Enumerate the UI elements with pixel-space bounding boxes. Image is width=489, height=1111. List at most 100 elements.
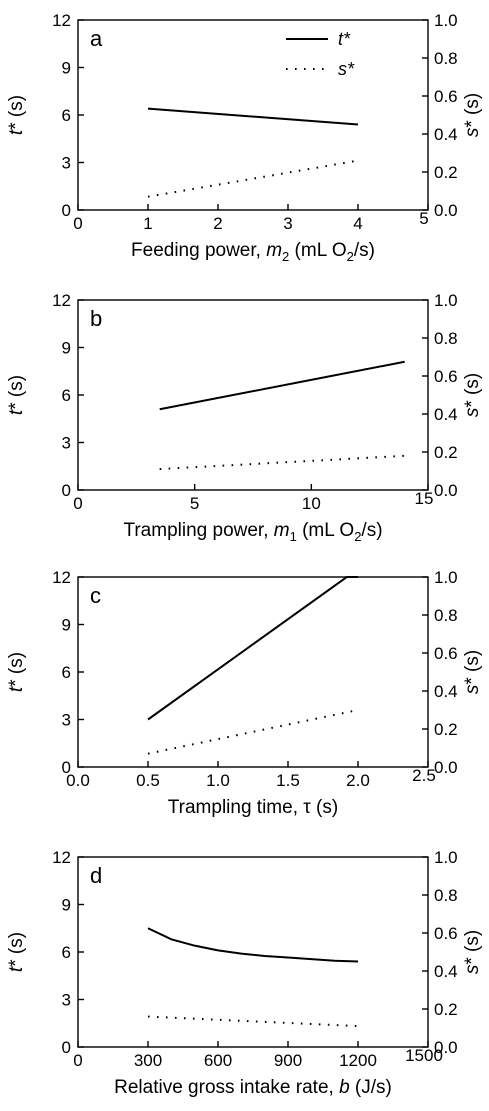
y-right-tick-label: 0.8 xyxy=(434,49,458,68)
x-axis-label: Relative gross intake rate, b (J/s) xyxy=(114,1077,392,1098)
series-line-s-star xyxy=(159,454,405,471)
y-left-tick-label: 0 xyxy=(62,1038,71,1057)
y-right-axis-label: s* (s) xyxy=(462,93,483,137)
y-right-tick-label: 0.4 xyxy=(434,405,458,424)
x-tick-label: 600 xyxy=(204,1051,232,1070)
y-left-tick-label: 9 xyxy=(62,59,71,78)
y-left-tick-label: 6 xyxy=(62,386,71,405)
y-right-tick-label: 1.0 xyxy=(434,11,458,30)
x-tick-label: 0 xyxy=(73,214,82,233)
y-left-axis-label: t* (s) xyxy=(6,932,27,972)
y-left-tick-label: 9 xyxy=(62,616,71,635)
y-left-tick-label: 12 xyxy=(52,11,71,30)
y-left-axis-label: t* (s) xyxy=(6,652,27,692)
y-right-tick-label: 0.4 xyxy=(434,125,458,144)
y-right-tick-label: 0.6 xyxy=(434,87,458,106)
x-tick-label: 1500 xyxy=(405,1046,443,1065)
y-left-tick-label: 3 xyxy=(62,434,71,453)
x-tick-label: 2.5 xyxy=(412,766,436,785)
y-right-tick-label: 0.6 xyxy=(434,367,458,386)
series-line-t-star xyxy=(147,576,358,721)
series-line-t-star xyxy=(159,360,405,411)
x-tick-label: 3 xyxy=(283,214,292,233)
y-left-tick-label: 9 xyxy=(62,339,71,358)
y-left-axis-label: t* (s) xyxy=(6,375,27,415)
y-left-tick-label: 6 xyxy=(62,663,71,682)
y-left-tick-label: 0 xyxy=(62,481,71,500)
x-tick-label: 0 xyxy=(73,1051,82,1070)
plot-frame xyxy=(77,576,429,768)
plot-frame xyxy=(77,856,429,1048)
x-tick-label: 1.0 xyxy=(206,771,230,790)
panel-letter: a xyxy=(90,26,103,51)
y-left-tick-label: 3 xyxy=(62,991,71,1010)
y-right-tick-label: 0.8 xyxy=(434,329,458,348)
y-right-axis-label: s* (s) xyxy=(462,373,483,417)
x-tick-label: 0.5 xyxy=(136,771,160,790)
x-tick-label: 900 xyxy=(274,1051,302,1070)
legend-label-s-star: s* xyxy=(338,59,355,79)
y-right-tick-label: 0.2 xyxy=(434,1000,458,1019)
y-right-tick-label: 0.0 xyxy=(434,1038,458,1057)
x-tick-label: 5 xyxy=(419,209,428,228)
y-right-tick-label: 0.2 xyxy=(434,443,458,462)
y-right-tick-label: 0.0 xyxy=(434,201,458,220)
series-line-t-star xyxy=(147,927,359,963)
x-tick-label: 0 xyxy=(73,494,82,513)
panel-d: 0 300 600 900 1200 1500 0 3 6 9 12 0.0 0.2 0.4 0.6 0.8 1… xyxy=(6,848,483,1098)
y-left-tick-label: 0 xyxy=(62,201,71,220)
panel-letter: c xyxy=(90,583,101,608)
y-right-tick-label: 0.4 xyxy=(434,962,458,981)
panel-letter: b xyxy=(90,306,102,331)
series-line-t-star xyxy=(147,107,359,126)
y-left-tick-label: 0 xyxy=(62,758,71,777)
y-right-axis-label: s* (s) xyxy=(462,930,483,974)
y-right-tick-label: 0.6 xyxy=(434,644,458,663)
x-tick-label: 15 xyxy=(415,489,434,508)
x-tick-label: 300 xyxy=(134,1051,162,1070)
y-right-axis-label: s* (s) xyxy=(462,650,483,694)
panel-letter: d xyxy=(90,863,102,888)
x-tick-label: 2.0 xyxy=(346,771,370,790)
x-tick-label: 2 xyxy=(213,214,222,233)
y-left-tick-label: 12 xyxy=(52,848,71,867)
y-right-tick-label: 0.8 xyxy=(434,886,458,905)
series-line-s-star xyxy=(147,709,359,755)
plot-frame xyxy=(77,19,429,211)
y-left-tick-label: 3 xyxy=(62,154,71,173)
y-right-tick-label: 1.0 xyxy=(434,848,458,867)
x-tick-label: 5 xyxy=(190,494,199,513)
y-left-tick-label: 12 xyxy=(52,568,71,587)
y-right-tick-label: 0.6 xyxy=(434,924,458,943)
x-axis-label: Feeding power, m2 (mL O2/s) xyxy=(131,240,375,264)
y-right-tick-label: 1.0 xyxy=(434,291,458,310)
y-left-tick-label: 6 xyxy=(62,106,71,125)
x-tick-label: 10 xyxy=(302,494,321,513)
x-tick-label: 0.0 xyxy=(66,771,90,790)
series-line-s-star xyxy=(147,1015,359,1028)
y-left-tick-label: 12 xyxy=(52,291,71,310)
y-right-tick-label: 0.2 xyxy=(434,720,458,739)
y-left-tick-label: 9 xyxy=(62,896,71,915)
y-right-tick-label: 1.0 xyxy=(434,568,458,587)
x-tick-label: 1200 xyxy=(339,1051,377,1070)
y-right-tick-label: 0.8 xyxy=(434,606,458,625)
x-tick-label: 4 xyxy=(353,214,362,233)
y-right-tick-label: 0.2 xyxy=(434,163,458,182)
x-axis-label: Trampling time, τ (s) xyxy=(168,797,338,818)
x-tick-label: 1.5 xyxy=(276,771,300,790)
x-axis-label: Trampling power, m1 (mL O2/s) xyxy=(123,520,382,544)
series-line-s-star xyxy=(147,159,359,198)
y-right-tick-label: 0.4 xyxy=(434,682,458,701)
y-left-axis-label: t* (s) xyxy=(6,95,27,135)
y-right-tick-label: 0.0 xyxy=(434,758,458,777)
legend-label-t-star: t* xyxy=(338,29,351,49)
y-left-tick-label: 6 xyxy=(62,943,71,962)
plot-frame xyxy=(77,299,429,491)
panel-b: 0 5 10 15 0 3 6 9 12 0.0 0.2 0.4 0.6 0.8 1.0 b t* (s) s* … xyxy=(6,291,483,544)
y-right-tick-label: 0.0 xyxy=(434,481,458,500)
x-tick-label: 1 xyxy=(143,214,152,233)
y-left-tick-label: 3 xyxy=(62,711,71,730)
